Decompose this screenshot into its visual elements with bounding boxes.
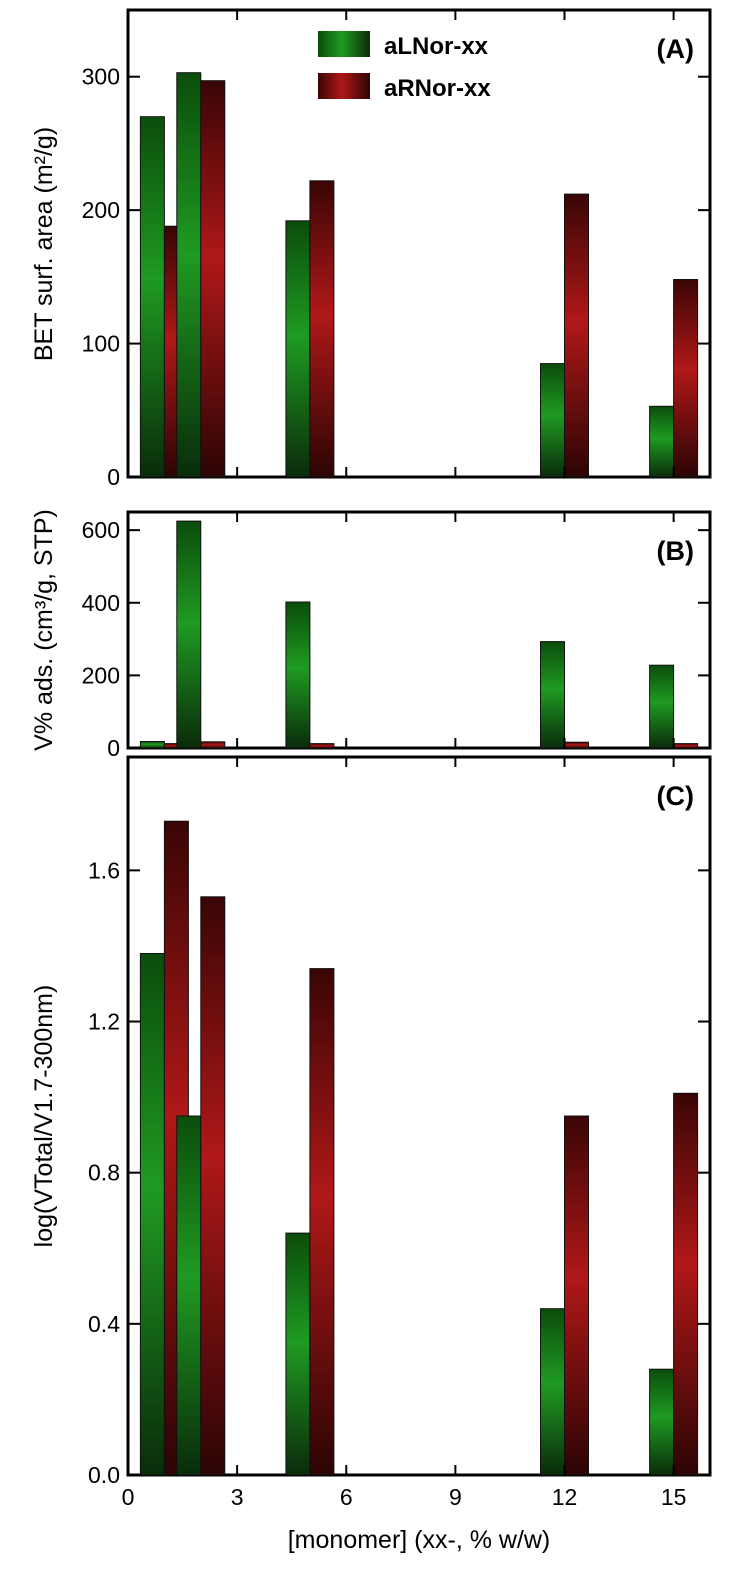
bar-aRNor-x12: [564, 741, 589, 749]
legend-label-aLNor: aLNor-xx: [384, 33, 489, 60]
bar-aLNor-x5: [285, 220, 311, 478]
y-tick-label: 0.0: [88, 1462, 120, 1488]
bar-aLNor-x12: [540, 1308, 565, 1476]
panel-c-x-title: [monomer] (xx-, % w/w): [288, 1526, 551, 1554]
bar-aLNor-x2: [176, 72, 202, 478]
y-tick-label: 0.8: [88, 1160, 120, 1186]
bar-aLNor-x12: [540, 363, 565, 478]
x-tick-label: 6: [340, 1484, 353, 1510]
bar-aLNor-x5: [285, 1232, 311, 1476]
x-tick-label: 12: [552, 1484, 578, 1510]
legend-swatch-aRNor: [318, 73, 370, 99]
y-tick-label: 0: [107, 735, 120, 761]
y-tick-label: 0.4: [88, 1311, 120, 1337]
panel-b-frame: [126, 510, 712, 750]
panel-a-y-title: BET surf. area (m²/g): [30, 127, 58, 361]
y-tick-label: 400: [82, 590, 120, 616]
y-tick-label: 0: [107, 464, 120, 490]
y-tick-label: 200: [82, 662, 120, 688]
bar-aRNor-x5: [309, 743, 335, 749]
bar-aRNor-x15: [673, 279, 699, 478]
panel-a-y-axis: 0 100 200 300: [82, 10, 710, 490]
bar-aLNor-x12: [540, 641, 565, 749]
y-tick-label: 100: [82, 331, 120, 357]
panel-b-y-axis: 0 200 400 600: [82, 512, 710, 761]
bar-aLNor-x5: [285, 601, 311, 749]
panel-b: 0 200 400 600 (B) V% ads. (cm³/g, STP): [30, 509, 712, 761]
y-tick-label: 300: [82, 64, 120, 90]
bar-aRNor-x2: [200, 80, 226, 478]
y-tick-label: 600: [82, 517, 120, 543]
bar-aRNor-x12: [564, 1115, 589, 1476]
x-tick-label: 3: [231, 1484, 244, 1510]
bar-aLNor-x15: [649, 664, 675, 749]
bar-aLNor-x1: [139, 116, 165, 478]
panel-a-frame: [126, 8, 712, 479]
panel-c-x-axis: 0 3 6 9 12 15: [122, 1484, 687, 1510]
panel-b-y-title: V% ads. (cm³/g, STP): [30, 509, 58, 751]
bar-aLNor-x1: [139, 741, 165, 749]
bar-aRNor-x5: [309, 968, 335, 1476]
panel-a-tag: (A): [657, 34, 694, 64]
legend: aLNor-xx aRNor-xx: [318, 31, 491, 102]
bar-aRNor-x15: [673, 743, 699, 749]
y-tick-label: 1.6: [88, 857, 120, 883]
panel-c-bars: [139, 820, 699, 1476]
panel-a: 0 100 200 300 (A) BET surf. area (m²/g) aLN…: [30, 8, 712, 490]
bar-aRNor-x15: [673, 1092, 699, 1476]
panel-a-bars: [139, 72, 699, 478]
bar-aRNor-x12: [564, 193, 589, 478]
x-tick-label: 15: [661, 1484, 687, 1510]
panel-c-y-axis: 0.0 0.4 0.8 1.2 1.6: [88, 757, 710, 1488]
x-tick-label: 9: [449, 1484, 462, 1510]
y-tick-label: 200: [82, 197, 120, 223]
panel-b-y-title-text: V% ads. (cm³/g, STP): [30, 509, 58, 751]
x-tick-label: 0: [122, 1484, 135, 1510]
bar-aRNor-x2: [200, 741, 226, 749]
panel-c-y-title: log(VTotal/V1.7-300nm): [30, 985, 58, 1248]
panel-b-tag: (B): [657, 536, 694, 566]
panel-c: 0.0 0.4 0.8 1.2 1.6 0 3 6 9 12 15 (C) log(VTotal/…: [30, 755, 712, 1554]
bar-aRNor-x2: [200, 896, 226, 1476]
panel-b-bars: [139, 520, 699, 749]
bar-aLNor-x2: [176, 520, 202, 749]
panel-c-frame: [126, 755, 712, 1477]
panel-c-tag: (C): [657, 781, 694, 811]
legend-swatch-aLNor: [318, 31, 370, 57]
bar-aLNor-x2: [176, 1115, 202, 1476]
bar-aLNor-x15: [649, 405, 675, 478]
legend-label-aRNor: aRNor-xx: [384, 75, 491, 102]
bar-aRNor-x5: [309, 180, 335, 478]
y-tick-label: 1.2: [88, 1009, 120, 1035]
bar-aLNor-x1: [139, 953, 165, 1476]
bar-aLNor-x15: [649, 1368, 675, 1476]
